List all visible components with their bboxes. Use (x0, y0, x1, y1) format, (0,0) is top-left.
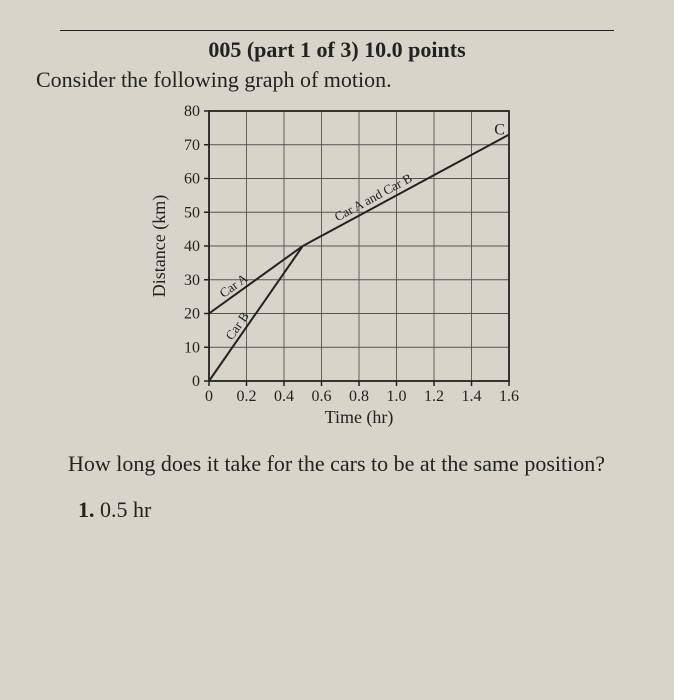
svg-text:50: 50 (184, 204, 200, 221)
svg-text:1.2: 1.2 (424, 388, 444, 405)
svg-text:0.6: 0.6 (312, 388, 332, 405)
svg-text:40: 40 (184, 238, 200, 255)
svg-text:60: 60 (184, 171, 200, 188)
svg-text:Distance (km): Distance (km) (149, 195, 170, 297)
problem-part: (part 1 of 3) (247, 37, 359, 62)
answer-text: 0.5 hr (100, 497, 151, 522)
problem-number: 005 (208, 37, 241, 62)
top-rule (60, 30, 614, 31)
question-text: How long does it take for the cars to be… (40, 449, 634, 479)
svg-text:0: 0 (205, 388, 213, 405)
svg-text:70: 70 (184, 137, 200, 154)
svg-text:0.4: 0.4 (274, 388, 294, 405)
svg-text:80: 80 (184, 103, 200, 120)
answer-number: 1. (78, 497, 95, 522)
chart-container: 0 10 20 30 40 50 60 70 80 0 0.2 0.4 0.6 0.8 1.0 1.2 1.4 1… (30, 97, 644, 437)
motion-chart: 0 10 20 30 40 50 60 70 80 0 0.2 0.4 0.6 0.8 1.0 1.2 1.4 1… (147, 97, 527, 437)
svg-text:30: 30 (184, 272, 200, 289)
intro-text: Consider the following graph of motion. (36, 67, 644, 93)
svg-text:Time (hr): Time (hr) (325, 407, 394, 428)
svg-text:0.2: 0.2 (237, 388, 257, 405)
problem-heading: 005 (part 1 of 3) 10.0 points (30, 37, 644, 63)
svg-text:1.6: 1.6 (499, 388, 519, 405)
svg-text:1.0: 1.0 (387, 388, 407, 405)
svg-text:10: 10 (184, 339, 200, 356)
svg-text:0: 0 (192, 373, 200, 390)
svg-text:C: C (494, 122, 505, 139)
svg-text:0.8: 0.8 (349, 388, 369, 405)
svg-text:20: 20 (184, 306, 200, 323)
svg-text:1.4: 1.4 (462, 388, 482, 405)
answer-option-1: 1. 0.5 hr (78, 497, 644, 523)
problem-points: 10.0 points (364, 37, 465, 62)
